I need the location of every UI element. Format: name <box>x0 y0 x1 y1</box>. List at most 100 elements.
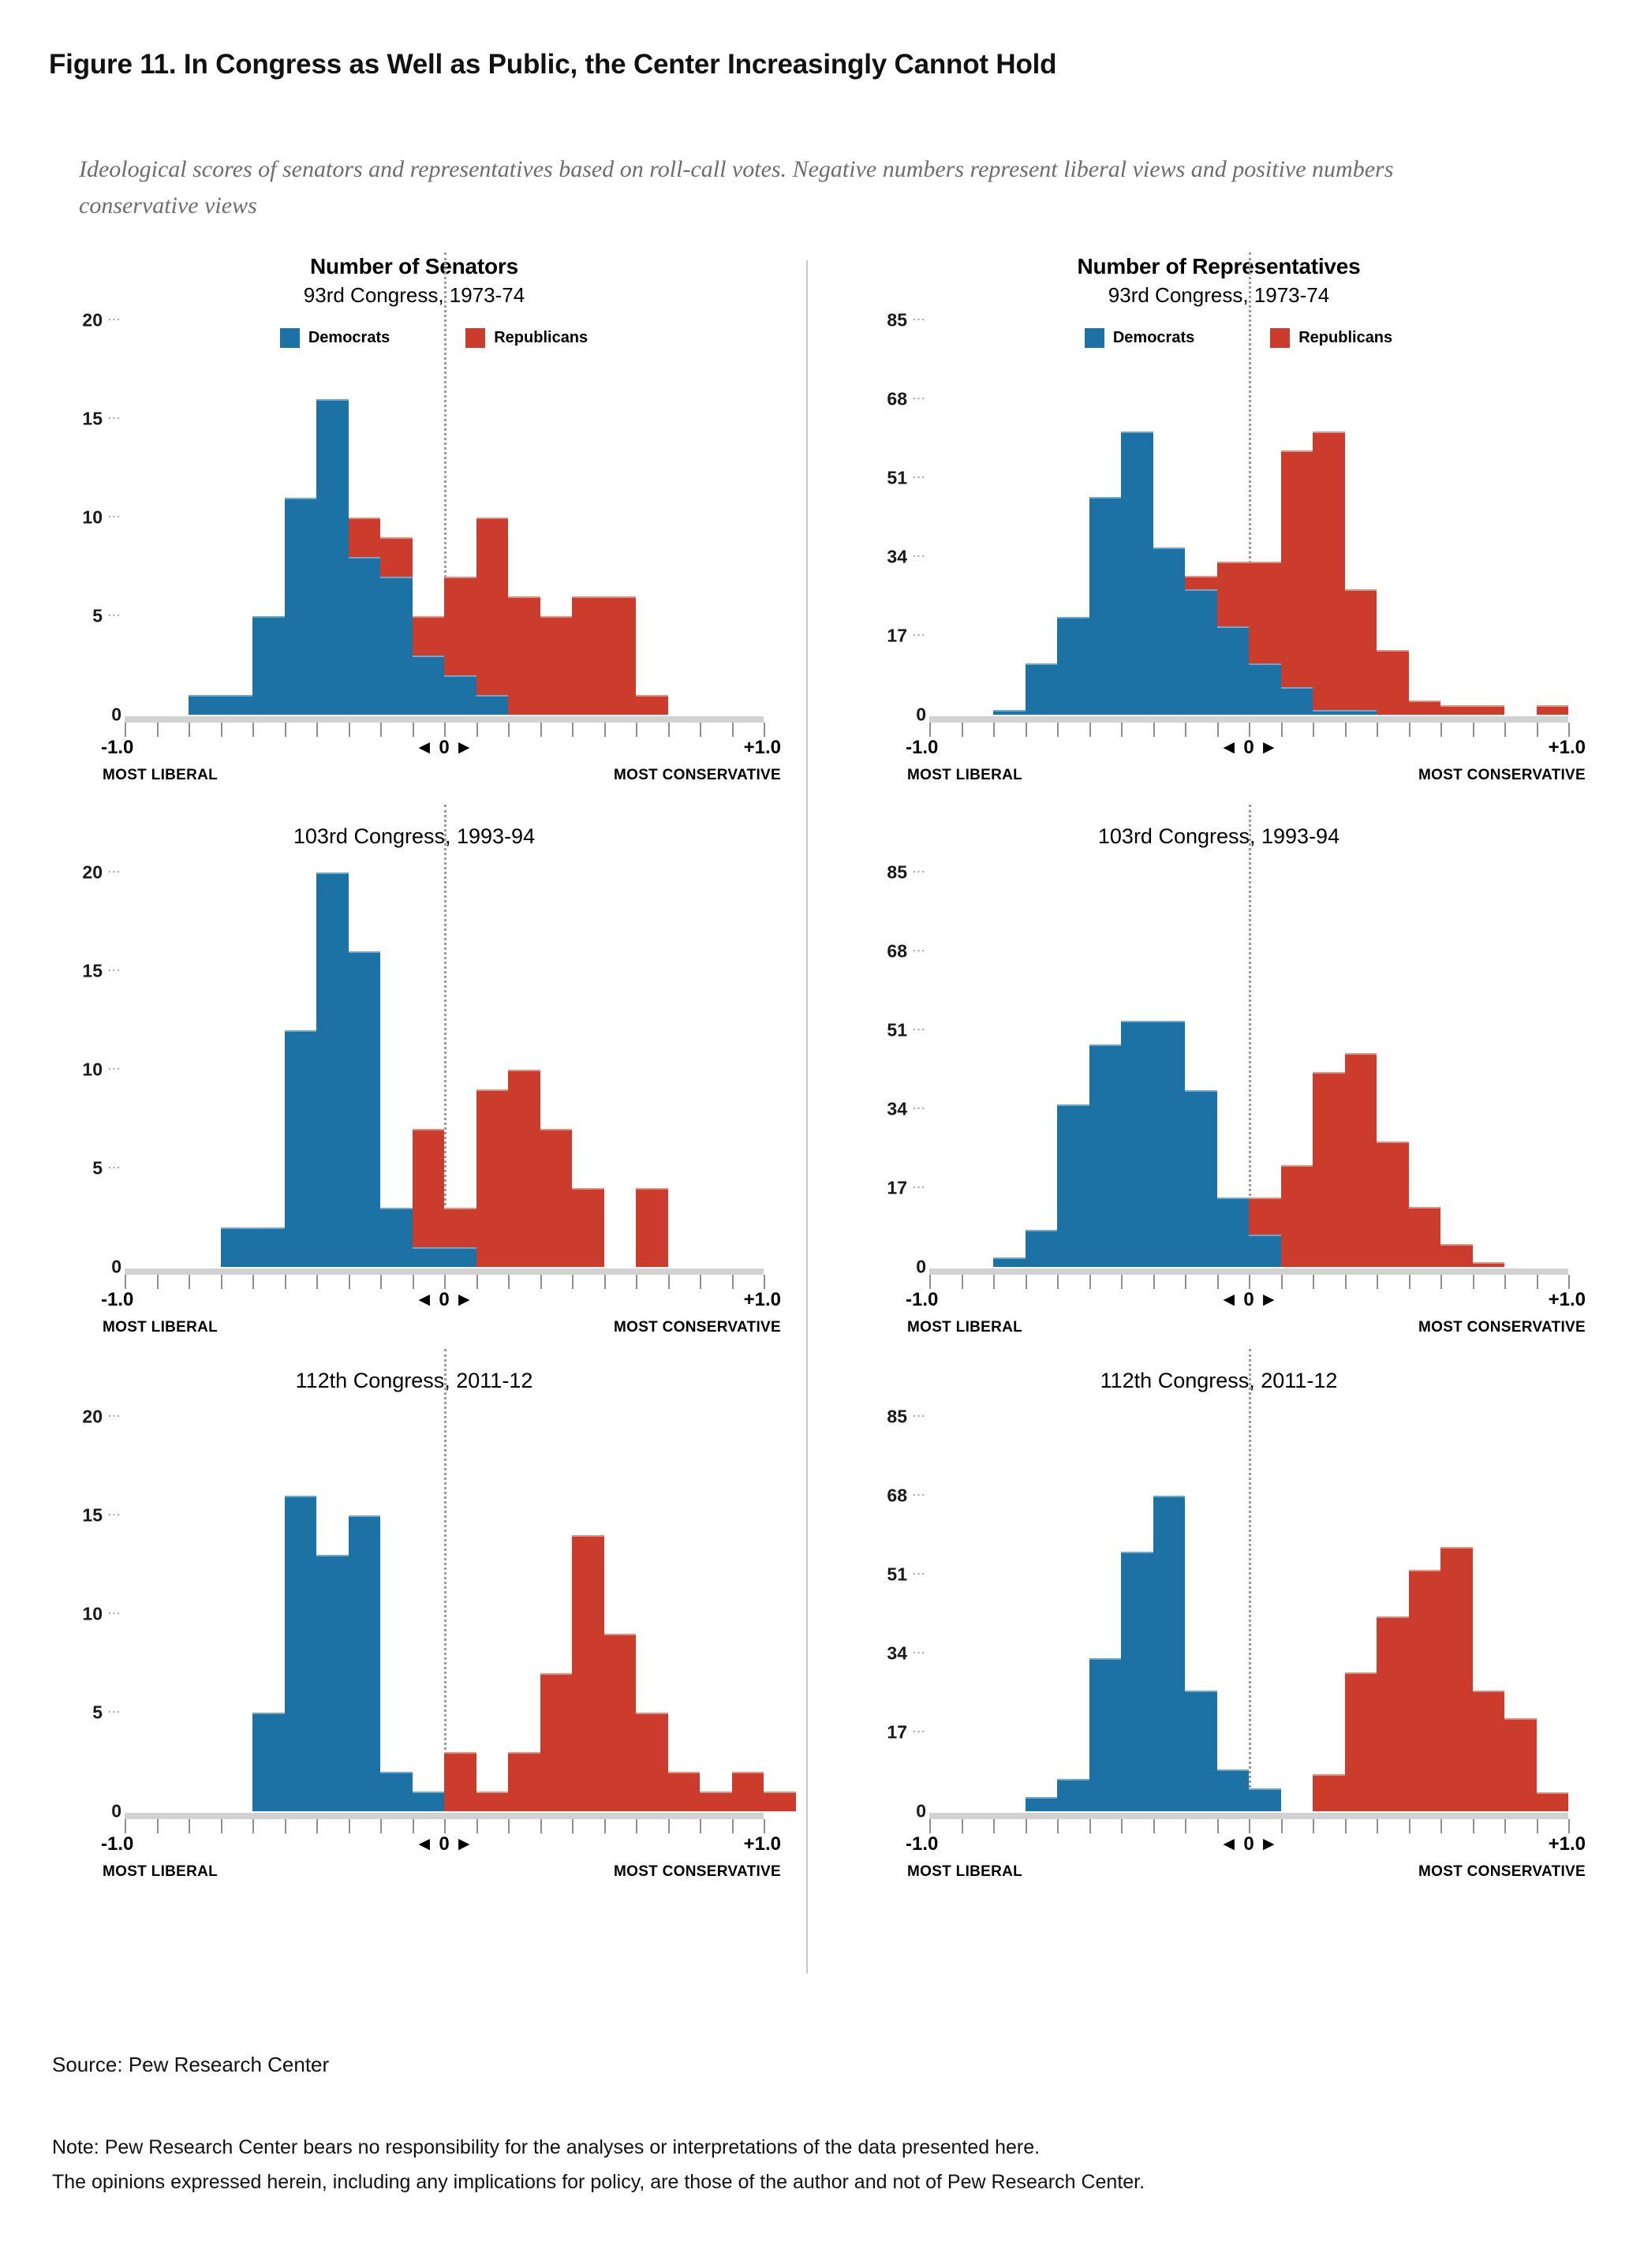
y-tick-dots-icon: ⋯ <box>107 312 121 327</box>
x-axis-tick <box>1249 723 1250 737</box>
x-axis-tick <box>412 1819 414 1833</box>
y-tick-dots-icon: ⋯ <box>912 548 926 564</box>
plot-area-senate-103 <box>125 805 765 1289</box>
zero-reference-line <box>444 805 446 1267</box>
y-tick-value: 85 <box>887 309 907 331</box>
x-sublabel-most-liberal: MOST LIBERAL <box>907 767 1023 783</box>
x-sublabel-most-conservative: MOST CONSERVATIVE <box>613 767 781 783</box>
histogram-bar-dem <box>252 1713 285 1811</box>
x-axis-tick <box>1089 723 1091 737</box>
histogram-bar-rep <box>1440 1243 1473 1267</box>
x-axis-tick <box>1408 1819 1410 1833</box>
column-divider <box>806 260 808 1974</box>
x-label-zero: ◄ 0 ► <box>414 737 474 758</box>
y-tick-dots-icon: ⋯ <box>912 469 926 485</box>
note-text: Note: Pew Research Center bears no respo… <box>52 2130 1598 2199</box>
x-axis-tick <box>1025 1819 1027 1833</box>
x-axis-tick <box>700 1819 701 1833</box>
x-axis-tick <box>1249 1275 1250 1289</box>
legend-label: Republicans <box>494 329 588 346</box>
panel-congress-title: 112th Congress, 2011-12 <box>1100 1369 1338 1392</box>
x-axis-tick <box>993 1819 995 1833</box>
x-axis-tick <box>1216 723 1219 737</box>
x-axis-line <box>929 716 1568 723</box>
y-tick-label: 5 ⋯ <box>92 1702 121 1724</box>
x-sublabel-most-liberal: MOST LIBERAL <box>907 1863 1023 1880</box>
y-tick-value: 5 <box>92 1702 103 1723</box>
y-tick-value: 0 <box>916 1800 926 1821</box>
histogram-bar-rep <box>540 1673 572 1811</box>
x-axis-tick <box>125 723 126 737</box>
histogram-bar-rep <box>1504 1718 1537 1811</box>
source-text: Source: Pew Research Center <box>52 2053 330 2076</box>
x-label-zero: ◄ 0 ► <box>414 1289 474 1310</box>
y-tick-label: 10 ⋯ <box>82 507 121 529</box>
note-line-1: Note: Pew Research Center bears no respo… <box>52 2136 1041 2158</box>
x-axis-tick <box>700 723 701 737</box>
y-tick-value: 51 <box>887 1019 907 1041</box>
y-tick-dots-icon: ⋯ <box>107 1507 121 1523</box>
histogram-bar-rep <box>1280 1164 1313 1267</box>
y-tick-label: 15 ⋯ <box>82 961 121 982</box>
panel-heading-senate-93: Number of Senators 93rd Congress, 1973-74 <box>16 252 813 309</box>
y-tick-dots-icon: ⋯ <box>107 1605 121 1621</box>
histogram-bar-dem <box>1057 1104 1089 1267</box>
x-axis-tick <box>1153 1819 1155 1833</box>
legend-item-democrats[interactable]: Democrats <box>1084 328 1194 348</box>
panel-chamber-title: Number of Representatives <box>1077 254 1361 278</box>
x-axis-tick <box>1408 1275 1410 1289</box>
legend-item-republicans[interactable]: Republicans <box>1270 328 1392 348</box>
histogram-bar-dem <box>1153 547 1185 715</box>
y-tick-value: 34 <box>887 546 907 567</box>
x-sublabel-most-liberal: MOST LIBERAL <box>103 767 219 783</box>
x-axis-tick <box>220 1275 222 1289</box>
y-tick-value: 5 <box>92 605 103 626</box>
y-tick-value: 0 <box>111 704 121 725</box>
histogram-bar-rep <box>1344 589 1377 715</box>
y-tick-value: 0 <box>916 1256 926 1277</box>
x-axis-tick <box>764 1275 765 1289</box>
x-axis-tick <box>540 723 542 737</box>
histogram-bar-rep <box>603 596 636 715</box>
y-tick-label: 10 ⋯ <box>82 1604 121 1625</box>
x-axis-tick <box>1280 723 1283 737</box>
x-sublabel-most-conservative: MOST CONSERVATIVE <box>613 1863 781 1880</box>
y-tick-label: 5 ⋯ <box>92 1158 121 1179</box>
y-tick-value: 0 <box>111 1800 121 1821</box>
x-axis-tick <box>603 1819 606 1833</box>
histogram-bar-dem <box>1185 1090 1217 1267</box>
x-axis-tick <box>1472 1275 1474 1289</box>
x-label-zero: ◄ 0 ► <box>1219 1833 1279 1855</box>
x-axis-tick <box>125 1275 126 1289</box>
y-tick-dots-icon: ⋯ <box>912 943 926 958</box>
histogram-bar-rep <box>700 1792 732 1811</box>
x-axis-tick <box>636 1275 637 1289</box>
x-label-min: -1.0 <box>906 1289 939 1310</box>
y-tick-value: 0 <box>111 1256 121 1277</box>
zero-reference-line <box>1249 252 1251 715</box>
histogram-bar-dem <box>284 498 316 715</box>
panel-chamber-title: Number of Senators <box>310 254 518 278</box>
x-axis-tick <box>1216 1819 1219 1833</box>
legend-item-democrats[interactable]: Democrats <box>279 328 390 348</box>
histogram-bar-dem <box>1249 663 1281 715</box>
legend-label: Republicans <box>1298 329 1393 346</box>
chart-legend: Democrats Republicans <box>994 328 1483 348</box>
x-axis-tick <box>1057 1275 1059 1289</box>
y-tick-label: 15 ⋯ <box>82 1505 121 1526</box>
x-axis-tick <box>189 1819 190 1833</box>
zero-reference-line <box>444 252 446 715</box>
x-axis-tick <box>1536 723 1538 737</box>
y-tick-value: 20 <box>82 861 103 883</box>
x-axis-line <box>125 1813 764 1819</box>
x-axis-tick <box>316 1275 318 1289</box>
x-axis-tick <box>667 1275 670 1289</box>
x-axis-tick <box>1536 1819 1538 1833</box>
chart-legend: Democrats Republicans <box>189 328 678 348</box>
plot-area-house-93 <box>929 252 1570 737</box>
y-tick-value: 34 <box>887 1642 907 1664</box>
histogram-bar-dem <box>252 616 285 715</box>
legend-item-republicans[interactable]: Republicans <box>465 328 588 348</box>
y-tick-value: 85 <box>887 1406 907 1427</box>
x-axis-tick <box>540 1275 542 1289</box>
